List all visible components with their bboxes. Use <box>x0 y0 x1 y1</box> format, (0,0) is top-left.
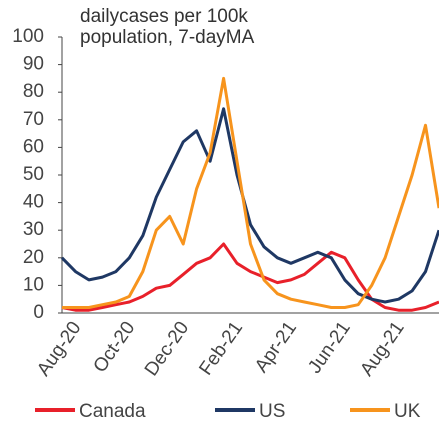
x-tick-label: Dec-20 <box>141 318 193 380</box>
legend-label: UK <box>394 401 421 422</box>
y-tick-label: 100 <box>12 26 44 47</box>
legend-label: Canada <box>79 401 146 422</box>
y-tick-label: 50 <box>23 164 44 185</box>
y-tick-label: 60 <box>23 136 44 157</box>
x-tick-label: Feb-21 <box>195 318 247 379</box>
legend-label: US <box>259 401 285 422</box>
y-tick-label: 70 <box>23 109 44 130</box>
x-tick-label: Jun-21 <box>304 318 355 378</box>
x-tick-label: Aug-21 <box>356 318 408 380</box>
x-tick-label: Oct-20 <box>90 318 140 377</box>
line-series <box>62 76 439 309</box>
x-tick-label: Apr-21 <box>251 318 301 377</box>
y-tick-label: 20 <box>23 247 44 268</box>
y-tick-label: 0 <box>33 302 44 323</box>
chart-title: dailycases per 100k population, 7-dayMA <box>80 6 255 48</box>
x-tick-label: Aug-20 <box>33 318 85 380</box>
y-tick-label: 10 <box>23 274 44 295</box>
y-tick-label: 80 <box>23 81 44 102</box>
y-tick-label: 40 <box>23 192 44 213</box>
y-tick-label: 30 <box>23 219 44 240</box>
line-series <box>60 107 439 304</box>
y-tick-label: 90 <box>23 54 44 75</box>
line-series <box>61 242 439 312</box>
